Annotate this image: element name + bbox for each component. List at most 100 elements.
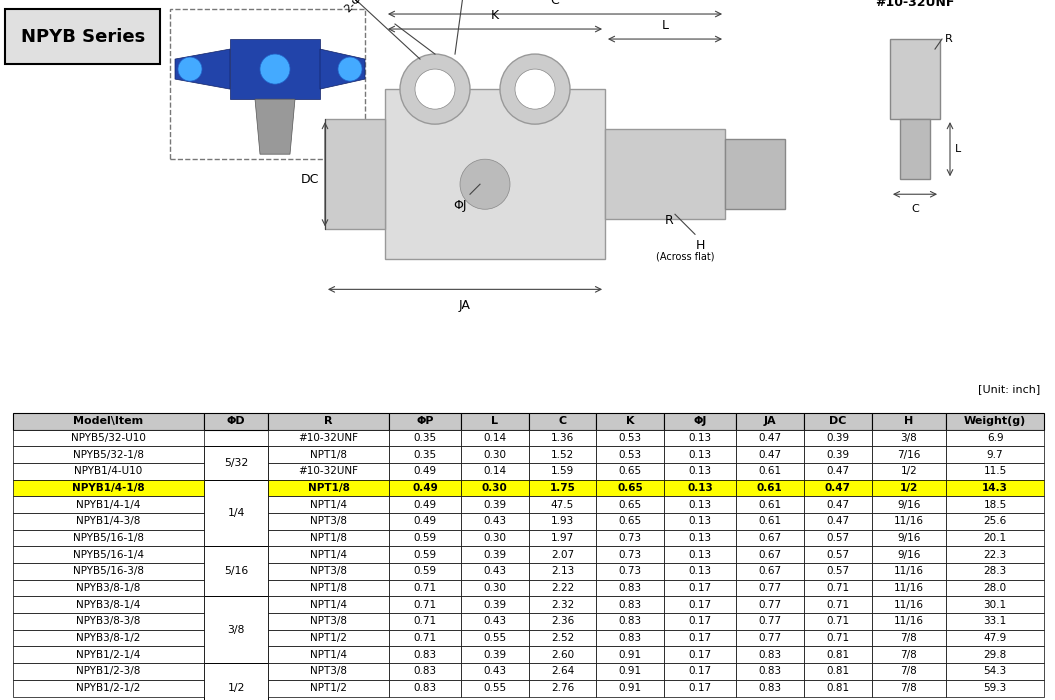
Text: 0.17: 0.17 xyxy=(689,617,712,626)
Bar xyxy=(871,580,945,596)
Bar xyxy=(945,580,1044,596)
Bar xyxy=(170,9,365,159)
Bar xyxy=(871,630,945,647)
Bar xyxy=(461,630,529,647)
Text: 0.81: 0.81 xyxy=(826,683,849,693)
Bar xyxy=(529,413,596,430)
Bar xyxy=(804,613,871,630)
Bar xyxy=(871,663,945,680)
Text: 0.13: 0.13 xyxy=(687,483,713,493)
Bar xyxy=(596,580,665,596)
Bar xyxy=(665,613,736,630)
Bar xyxy=(945,513,1044,530)
Bar xyxy=(665,680,736,696)
Polygon shape xyxy=(320,49,365,89)
Text: 0.65: 0.65 xyxy=(619,500,641,510)
Circle shape xyxy=(415,69,455,109)
Text: 0.83: 0.83 xyxy=(414,650,437,660)
Bar xyxy=(804,463,871,480)
Text: (Across flat): (Across flat) xyxy=(656,251,714,261)
Text: ΦP: ΦP xyxy=(416,416,434,426)
Bar xyxy=(389,430,461,447)
Text: 0.17: 0.17 xyxy=(689,666,712,676)
Bar xyxy=(736,663,804,680)
Bar xyxy=(268,430,389,447)
Bar xyxy=(945,647,1044,663)
Text: 0.13: 0.13 xyxy=(689,449,712,460)
Bar xyxy=(268,547,389,563)
Bar xyxy=(529,563,596,580)
Bar xyxy=(596,547,665,563)
Bar xyxy=(389,630,461,647)
Text: 0.61: 0.61 xyxy=(759,466,782,477)
Bar xyxy=(596,563,665,580)
Text: 0.30: 0.30 xyxy=(483,583,506,593)
Text: 0.67: 0.67 xyxy=(759,550,782,560)
Bar xyxy=(389,413,461,430)
Text: 0.73: 0.73 xyxy=(619,550,641,560)
Bar xyxy=(804,547,871,563)
Bar xyxy=(529,496,596,513)
Bar xyxy=(596,647,665,663)
Bar xyxy=(605,130,725,219)
Text: 30.1: 30.1 xyxy=(983,600,1006,610)
Bar xyxy=(13,530,204,547)
Bar xyxy=(945,413,1044,430)
Text: 9/16: 9/16 xyxy=(897,550,920,560)
Bar xyxy=(596,463,665,480)
Bar xyxy=(871,563,945,580)
Text: 0.71: 0.71 xyxy=(414,583,437,593)
Bar xyxy=(736,480,804,496)
Text: 0.59: 0.59 xyxy=(414,566,437,576)
Bar xyxy=(529,680,596,696)
Bar xyxy=(204,480,268,547)
Text: 0.35: 0.35 xyxy=(414,449,437,460)
Text: 0.77: 0.77 xyxy=(759,600,782,610)
Bar xyxy=(204,413,268,430)
Bar xyxy=(596,630,665,647)
Text: NPT1/8: NPT1/8 xyxy=(310,533,347,543)
Text: H: H xyxy=(904,416,914,426)
Bar xyxy=(871,480,945,496)
Text: 1.36: 1.36 xyxy=(551,433,574,443)
Text: L: L xyxy=(492,416,498,426)
Text: R: R xyxy=(665,214,674,228)
Bar xyxy=(871,547,945,563)
Text: 0.30: 0.30 xyxy=(483,449,506,460)
Text: 11.5: 11.5 xyxy=(983,466,1006,477)
Bar xyxy=(13,630,204,647)
Polygon shape xyxy=(255,99,295,154)
Text: 0.59: 0.59 xyxy=(414,550,437,560)
Text: 0.39: 0.39 xyxy=(483,600,506,610)
Bar xyxy=(736,647,804,663)
Bar xyxy=(529,513,596,530)
Text: 0.13: 0.13 xyxy=(689,533,712,543)
Bar xyxy=(804,513,871,530)
Bar xyxy=(389,547,461,563)
Text: 0.13: 0.13 xyxy=(689,466,712,477)
Circle shape xyxy=(338,57,362,81)
Bar xyxy=(665,596,736,613)
Text: 0.65: 0.65 xyxy=(619,517,641,526)
Text: NPT3/8: NPT3/8 xyxy=(310,666,347,676)
Text: 0.83: 0.83 xyxy=(759,683,782,693)
Bar xyxy=(596,663,665,680)
Bar xyxy=(871,613,945,630)
Text: 0.67: 0.67 xyxy=(759,533,782,543)
Text: 7/16: 7/16 xyxy=(897,449,920,460)
Bar xyxy=(461,563,529,580)
Bar xyxy=(13,680,204,696)
Text: 0.81: 0.81 xyxy=(826,666,849,676)
Bar xyxy=(13,647,204,663)
Bar xyxy=(389,530,461,547)
Text: NPYB Series: NPYB Series xyxy=(21,28,146,46)
Bar xyxy=(268,580,389,596)
Bar xyxy=(804,663,871,680)
Bar xyxy=(665,513,736,530)
Text: 0.13: 0.13 xyxy=(689,566,712,576)
Bar xyxy=(945,496,1044,513)
Text: NPT1/8: NPT1/8 xyxy=(310,583,347,593)
Bar xyxy=(665,647,736,663)
Text: 0.47: 0.47 xyxy=(759,433,782,443)
Text: 11/16: 11/16 xyxy=(894,583,924,593)
